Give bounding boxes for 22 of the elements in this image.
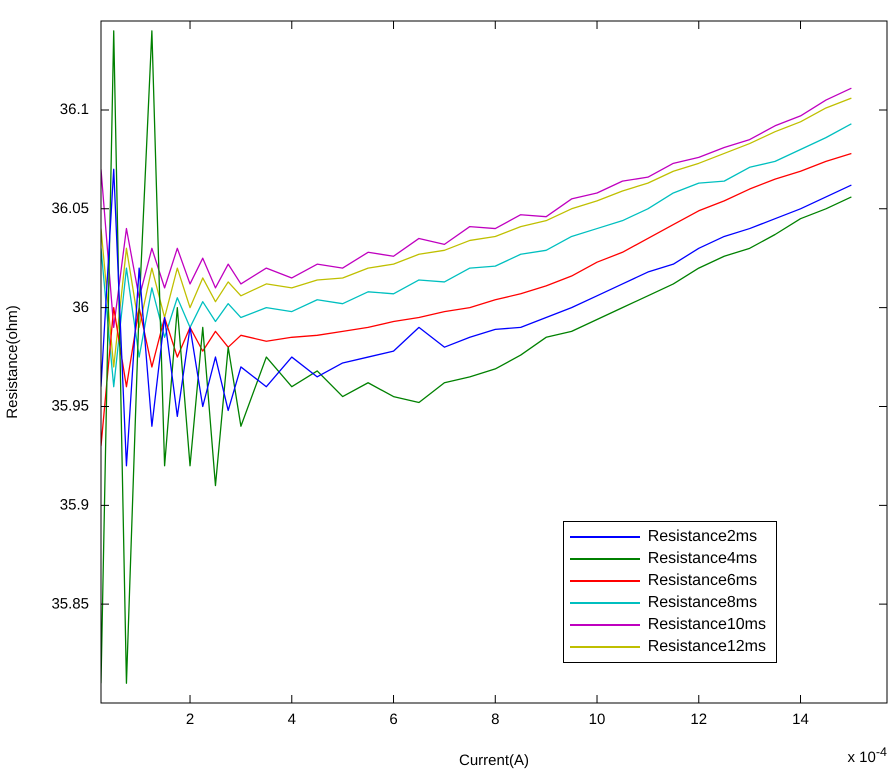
x-tick-label: 6 <box>389 711 398 728</box>
legend-label: Resistance10ms <box>648 616 766 634</box>
y-tick-label: 35.9 <box>60 496 89 514</box>
x-tick-label: 10 <box>588 711 606 728</box>
y-tick-label: 36.05 <box>51 200 89 217</box>
text: x 10$^{-4}$ <box>848 745 887 766</box>
legend-label: Resistance12ms <box>648 638 766 656</box>
y-tick-label: 36 <box>72 298 89 316</box>
y-axis-title: Resistance(ohm) <box>4 305 22 419</box>
x-tick-label: 2 <box>186 711 194 728</box>
x-tick-label: 12 <box>690 711 708 728</box>
x-axis-title: Current(A) <box>458 752 530 770</box>
x-tick-label: 8 <box>491 711 500 728</box>
x-tick-label: 4 <box>288 711 296 728</box>
legend-label: Resistance4ms <box>648 550 758 568</box>
legend-label: Resistance6ms <box>648 572 758 590</box>
y-tick-label: 35.95 <box>51 398 89 415</box>
y-tick-label: 35.85 <box>51 595 89 612</box>
legend-label: Resistance2ms <box>648 528 758 546</box>
y-tick-label: 36.1 <box>60 101 89 118</box>
x-tick-label: 14 <box>792 711 809 728</box>
legend-label: Resistance8ms <box>648 594 758 612</box>
